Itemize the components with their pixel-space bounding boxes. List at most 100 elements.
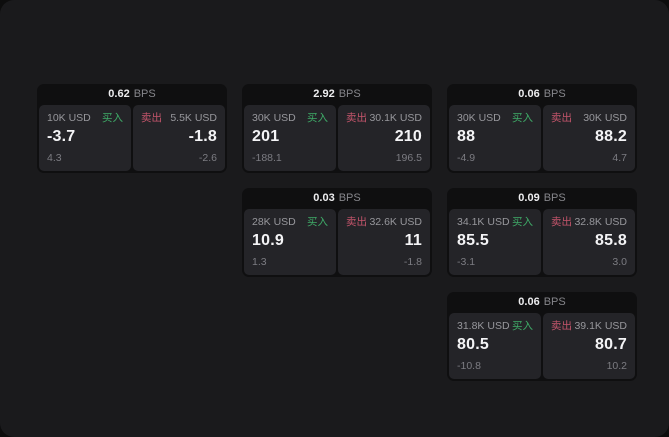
sell-price: -1.8 [188,127,217,145]
sell-side-label: 卖出 [346,216,367,228]
quote-tile-grid: 0.62 BPS 10K USD 买入 -3.7 4.3 卖出 5.5K USD [37,84,637,381]
buy-amount: 28K USD [252,216,296,228]
buy-delta: -188.1 [252,152,282,165]
sell-quote-panel[interactable]: 卖出 5.5K USD -1.8 -2.6 [133,105,225,171]
sell-delta: 4.7 [612,152,627,165]
quote-panels: 30K USD 买入 88 -4.9 卖出 30K USD 88.2 4.7 [449,105,635,171]
buy-price: 10.9 [252,231,284,249]
sell-price: 210 [394,127,422,145]
quote-panels: 30K USD 买入 201 -188.1 卖出 30.1K USD 210 1… [244,105,430,171]
sell-delta: 10.2 [606,360,627,373]
sell-price: 88.2 [595,127,627,145]
sell-amount: 30K USD [583,112,627,124]
sell-amount: 39.1K USD [574,320,627,332]
sell-label-row: 卖出 30.1K USD [346,112,422,125]
buy-amount: 30K USD [457,112,501,124]
sell-amount: 32.8K USD [574,216,627,228]
spread-unit: BPS [338,192,361,204]
spread-value: 0.09 [518,192,540,204]
buy-price: 80.5 [457,335,489,353]
buy-side-label: 买入 [307,216,328,228]
buy-price: 85.5 [457,231,489,249]
buy-delta: 4.3 [47,152,62,165]
buy-price: 88 [457,127,476,145]
sell-label-row: 卖出 32.6K USD [346,216,422,229]
buy-quote-panel[interactable]: 30K USD 买入 88 -4.9 [449,105,541,171]
sell-amount: 30.1K USD [369,112,422,124]
buy-amount: 10K USD [47,112,91,124]
buy-quote-panel[interactable]: 30K USD 买入 201 -188.1 [244,105,336,171]
quote-panels: 34.1K USD 买入 85.5 -3.1 卖出 32.8K USD 85.8… [449,209,635,275]
quote-panels: 31.8K USD 买入 80.5 -10.8 卖出 39.1K USD 80.… [449,313,635,379]
sell-label-row: 卖出 39.1K USD [551,320,627,333]
sell-delta: 196.5 [395,152,422,165]
sell-side-label: 卖出 [551,216,572,228]
buy-label-row: 30K USD 买入 [457,112,533,125]
buy-delta: -3.1 [457,256,476,269]
buy-side-label: 买入 [307,112,328,124]
spread-header: 0.03 BPS [244,188,430,209]
buy-amount: 31.8K USD [457,320,510,332]
spread-unit: BPS [543,88,566,100]
sell-side-label: 卖出 [346,112,367,124]
sell-side-label: 卖出 [141,112,162,124]
spread-header: 0.06 BPS [449,292,635,313]
buy-amount: 34.1K USD [457,216,510,228]
buy-quote-panel[interactable]: 28K USD 买入 10.9 1.3 [244,209,336,275]
buy-side-label: 买入 [512,112,533,124]
spread-header: 0.09 BPS [449,188,635,209]
buy-price: -3.7 [47,127,76,145]
sell-quote-panel[interactable]: 卖出 32.6K USD 11 -1.8 [338,209,430,275]
buy-label-row: 30K USD 买入 [252,112,328,125]
buy-label-row: 31.8K USD 买入 [457,320,533,333]
quote-tile: 0.03 BPS 28K USD 买入 10.9 1.3 卖出 32.6K US… [242,188,432,277]
spread-header: 0.06 BPS [449,84,635,105]
buy-price: 201 [252,127,280,145]
buy-label-row: 28K USD 买入 [252,216,328,229]
quote-tile: 0.06 BPS 30K USD 买入 88 -4.9 卖出 30K USD [447,84,637,173]
sell-quote-panel[interactable]: 卖出 32.8K USD 85.8 3.0 [543,209,635,275]
buy-delta: 1.3 [252,256,267,269]
quote-panels: 10K USD 买入 -3.7 4.3 卖出 5.5K USD -1.8 -2.… [39,105,225,171]
quote-tile: 2.92 BPS 30K USD 买入 201 -188.1 卖出 30.1K … [242,84,432,173]
sell-label-row: 卖出 32.8K USD [551,216,627,229]
sell-price: 85.8 [595,231,627,249]
buy-side-label: 买入 [102,112,123,124]
spread-unit: BPS [543,296,566,308]
spread-unit: BPS [543,192,566,204]
spread-value: 0.62 [108,88,130,100]
buy-quote-panel[interactable]: 34.1K USD 买入 85.5 -3.1 [449,209,541,275]
buy-delta: -4.9 [457,152,476,165]
sell-quote-panel[interactable]: 卖出 30K USD 88.2 4.7 [543,105,635,171]
sell-amount: 32.6K USD [369,216,422,228]
sell-amount: 5.5K USD [170,112,217,124]
buy-quote-panel[interactable]: 31.8K USD 买入 80.5 -10.8 [449,313,541,379]
quote-panels: 28K USD 买入 10.9 1.3 卖出 32.6K USD 11 -1.8 [244,209,430,275]
sell-delta: -2.6 [198,152,217,165]
sell-label-row: 卖出 5.5K USD [141,112,217,125]
sell-quote-panel[interactable]: 卖出 30.1K USD 210 196.5 [338,105,430,171]
spread-value: 0.06 [518,88,540,100]
spread-header: 2.92 BPS [244,84,430,105]
buy-side-label: 买入 [512,320,533,332]
buy-label-row: 34.1K USD 买入 [457,216,533,229]
spread-header: 0.62 BPS [39,84,225,105]
spread-unit: BPS [133,88,156,100]
sell-side-label: 卖出 [551,320,572,332]
buy-delta: -10.8 [457,360,481,373]
sell-price: 80.7 [595,335,627,353]
buy-quote-panel[interactable]: 10K USD 买入 -3.7 4.3 [39,105,131,171]
sell-quote-panel[interactable]: 卖出 39.1K USD 80.7 10.2 [543,313,635,379]
sell-price: 11 [404,231,422,249]
spread-value: 0.03 [313,192,335,204]
sell-label-row: 卖出 30K USD [551,112,627,125]
spread-value: 0.06 [518,296,540,308]
buy-amount: 30K USD [252,112,296,124]
buy-side-label: 买入 [512,216,533,228]
quote-tile: 0.06 BPS 31.8K USD 买入 80.5 -10.8 卖出 39.1… [447,292,637,381]
sell-delta: -1.8 [403,256,422,269]
quote-tile: 0.62 BPS 10K USD 买入 -3.7 4.3 卖出 5.5K USD [37,84,227,173]
sell-delta: 3.0 [612,256,627,269]
quote-tile: 0.09 BPS 34.1K USD 买入 85.5 -3.1 卖出 32.8K… [447,188,637,277]
